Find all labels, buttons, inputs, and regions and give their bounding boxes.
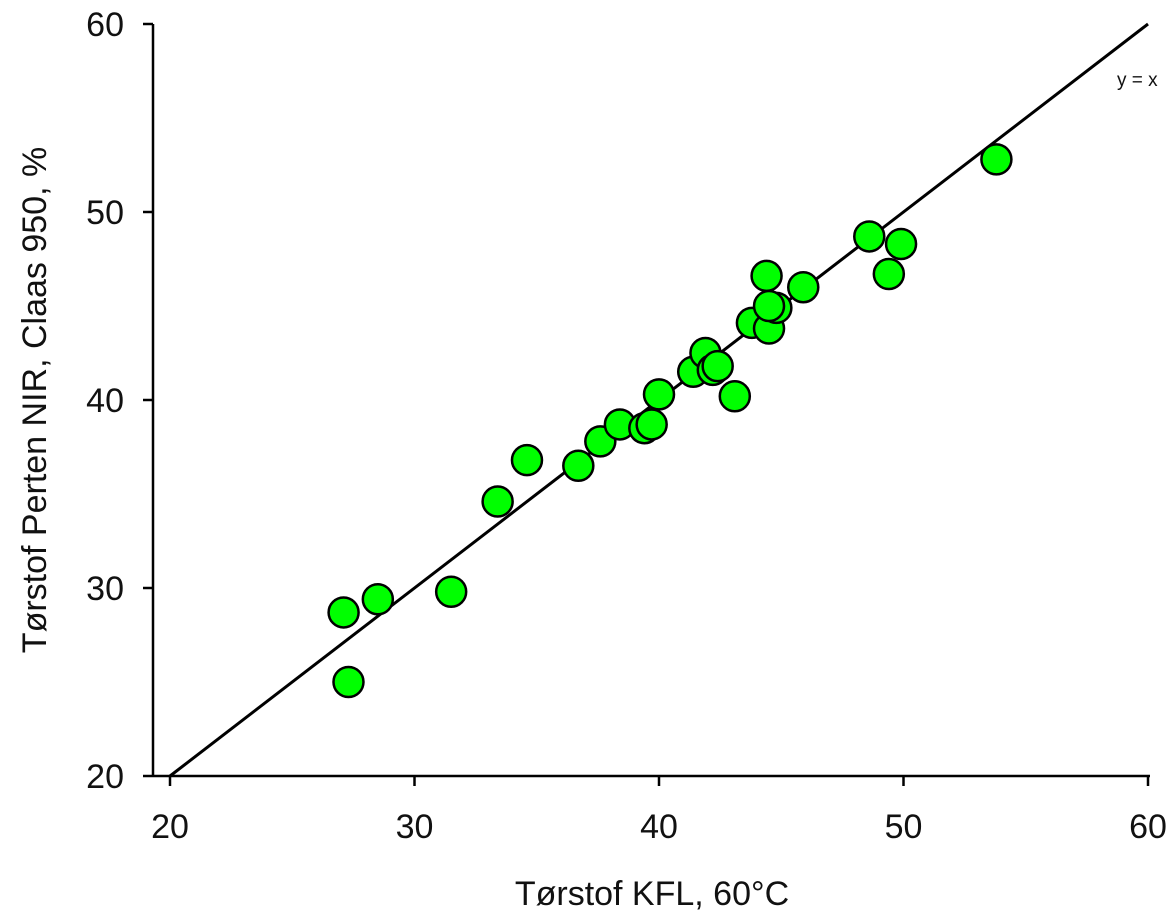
data-point xyxy=(635,408,668,441)
x-ticks: 20 30 40 50 60 xyxy=(151,776,1167,846)
x-axis-title: Tørstof KFL, 60°C xyxy=(515,875,789,913)
y-axis-title: Tørstof Perten NIR, Claas 950, % xyxy=(16,147,54,653)
data-point xyxy=(327,596,360,629)
x-tick-label: 50 xyxy=(885,808,923,846)
data-point xyxy=(481,485,514,518)
y-tick-label: 30 xyxy=(86,570,124,608)
data-point xyxy=(980,143,1013,176)
data-point xyxy=(872,257,906,291)
data-point xyxy=(718,379,752,413)
data-point xyxy=(562,449,595,483)
reference-line-label: y = x xyxy=(1117,70,1158,91)
y-tick-label: 20 xyxy=(86,758,124,796)
data-point xyxy=(750,259,783,293)
data-points xyxy=(327,143,1013,699)
x-tick-label: 20 xyxy=(151,808,189,846)
data-point xyxy=(884,227,918,261)
y-tick-label: 40 xyxy=(86,382,124,420)
x-tick-label: 60 xyxy=(1129,808,1167,846)
y-ticks: 20 30 40 50 60 xyxy=(86,6,153,796)
data-point xyxy=(787,270,820,304)
data-point xyxy=(332,665,365,699)
data-point xyxy=(642,378,676,411)
data-point xyxy=(434,575,468,609)
x-tick-label: 40 xyxy=(640,808,678,846)
data-point xyxy=(853,220,886,253)
data-point xyxy=(510,443,544,477)
x-tick-label: 30 xyxy=(396,808,434,846)
data-point xyxy=(361,583,395,616)
data-point xyxy=(701,349,734,383)
y-tick-label: 50 xyxy=(86,194,124,232)
data-point xyxy=(752,289,786,323)
y-tick-label: 60 xyxy=(86,6,124,44)
